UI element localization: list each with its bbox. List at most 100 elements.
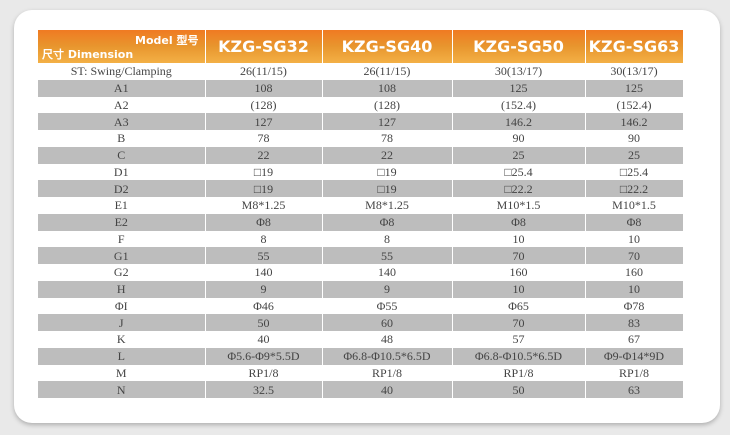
table-row: ΦI Φ46 Φ55 Φ65 Φ78 — [38, 297, 684, 315]
cell-value: RP1/8 — [205, 364, 323, 382]
cell-value: 70 — [585, 247, 684, 264]
row-label: ΦI — [38, 297, 206, 315]
header-corner: Model 型号 尺寸 Dimension — [38, 30, 206, 63]
cell-value: RP1/8 — [322, 364, 453, 382]
table-row: A1 108 108 125 125 — [38, 79, 684, 97]
row-label: ST: Swing/Clamping — [38, 63, 206, 80]
row-label: N — [38, 381, 206, 398]
cell-value: Φ6.8-Φ10.5*6.5D — [322, 347, 453, 365]
cell-value: □19 — [205, 180, 323, 197]
row-label: A1 — [38, 79, 206, 97]
cell-value: 90 — [585, 130, 684, 147]
row-label: K — [38, 331, 206, 348]
cell-value: Φ46 — [205, 297, 323, 315]
cell-value: 10 — [585, 230, 684, 248]
cell-value: □25.4 — [585, 163, 684, 181]
cell-value: □19 — [322, 180, 453, 197]
cell-value: 60 — [322, 314, 453, 331]
cell-value: Φ8 — [585, 213, 684, 231]
cell-value: 90 — [452, 130, 586, 147]
cell-value: 25 — [452, 146, 586, 164]
model-label: Model 型号 — [135, 34, 199, 47]
cell-value: 108 — [322, 79, 453, 97]
cell-value: 127 — [205, 113, 323, 130]
table-row: G2 140 140 160 160 — [38, 264, 684, 281]
cell-value: 30(13/17) — [585, 63, 684, 80]
cell-value: 146.2 — [585, 113, 684, 130]
table-row: C 22 22 25 25 — [38, 146, 684, 164]
cell-value: 67 — [585, 331, 684, 348]
cell-value: Φ8 — [452, 213, 586, 231]
dimension-table: Model 型号 尺寸 Dimension KZG-SG32 KZG-SG40 KZ… — [38, 30, 684, 398]
cell-value: (152.4) — [585, 96, 684, 114]
table-row: E1 M8*1.25 M8*1.25 M10*1.5 M10*1.5 — [38, 197, 684, 214]
cell-value: 25 — [585, 146, 684, 164]
table-row: M RP1/8 RP1/8 RP1/8 RP1/8 — [38, 364, 684, 382]
cell-value: 55 — [205, 247, 323, 264]
row-label: G2 — [38, 264, 206, 281]
cell-value: 10 — [585, 280, 684, 298]
cell-value: 26(11/15) — [205, 63, 323, 80]
cell-value: 40 — [322, 381, 453, 398]
cell-value: 70 — [452, 247, 586, 264]
cell-value: 40 — [205, 331, 323, 348]
cell-value: □22.2 — [452, 180, 586, 197]
table-row: N 32.5 40 50 63 — [38, 381, 684, 398]
cell-value: □22.2 — [585, 180, 684, 197]
cell-value: 140 — [205, 264, 323, 281]
model-header: KZG-SG32 — [205, 30, 323, 63]
table-row: ST: Swing/Clamping 26(11/15) 26(11/15) 30(1… — [38, 63, 684, 80]
cell-value: 26(11/15) — [322, 63, 453, 80]
cell-value: M8*1.25 — [205, 197, 323, 214]
row-label: E1 — [38, 197, 206, 214]
table-row: L Φ5.6-Φ9*5.5D Φ6.8-Φ10.5*6.5D Φ6.8-Φ10.5*6… — [38, 347, 684, 365]
table-row: K 40 48 57 67 — [38, 331, 684, 348]
cell-value: 32.5 — [205, 381, 323, 398]
table-row: F 8 8 10 10 — [38, 230, 684, 248]
cell-value: 22 — [322, 146, 453, 164]
cell-value: 9 — [322, 280, 453, 298]
cell-value: Φ78 — [585, 297, 684, 315]
row-label: F — [38, 230, 206, 248]
cell-value: 55 — [322, 247, 453, 264]
cell-value: (152.4) — [452, 96, 586, 114]
table-row: E2 Φ8 Φ8 Φ8 Φ8 — [38, 213, 684, 231]
table-row: D2 □19 □19 □22.2 □22.2 — [38, 180, 684, 197]
cell-value: Φ65 — [452, 297, 586, 315]
table-row: B 78 78 90 90 — [38, 130, 684, 147]
cell-value: 8 — [322, 230, 453, 248]
model-header: KZG-SG40 — [322, 30, 453, 63]
table-row: D1 □19 □19 □25.4 □25.4 — [38, 163, 684, 181]
cell-value: 146.2 — [452, 113, 586, 130]
cell-value: 63 — [585, 381, 684, 398]
cell-value: 10 — [452, 280, 586, 298]
model-header: KZG-SG63 — [585, 30, 684, 63]
dimension-label: 尺寸 Dimension — [42, 48, 134, 61]
row-label: E2 — [38, 213, 206, 231]
table-row: G1 55 55 70 70 — [38, 247, 684, 264]
cell-value: 78 — [322, 130, 453, 147]
cell-value: 30(13/17) — [452, 63, 586, 80]
cell-value: 10 — [452, 230, 586, 248]
cell-value: 125 — [452, 79, 586, 97]
cell-value: M10*1.5 — [452, 197, 586, 214]
row-label: A2 — [38, 96, 206, 114]
cell-value: RP1/8 — [585, 364, 684, 382]
cell-value: Φ55 — [322, 297, 453, 315]
cell-value: Φ9-Φ14*9D — [585, 347, 684, 365]
cell-value: 160 — [585, 264, 684, 281]
cell-value: □19 — [205, 163, 323, 181]
cell-value: 22 — [205, 146, 323, 164]
row-label: J — [38, 314, 206, 331]
model-header: KZG-SG50 — [452, 30, 586, 63]
row-label: B — [38, 130, 206, 147]
row-label: H — [38, 280, 206, 298]
cell-value: Φ5.6-Φ9*5.5D — [205, 347, 323, 365]
row-label: D2 — [38, 180, 206, 197]
table-row: A2 (128) (128) (152.4) (152.4) — [38, 96, 684, 114]
cell-value: RP1/8 — [452, 364, 586, 382]
row-label: A3 — [38, 113, 206, 130]
table-row: A3 127 127 146.2 146.2 — [38, 113, 684, 130]
table-row: J 50 60 70 83 — [38, 314, 684, 331]
cell-value: □25.4 — [452, 163, 586, 181]
